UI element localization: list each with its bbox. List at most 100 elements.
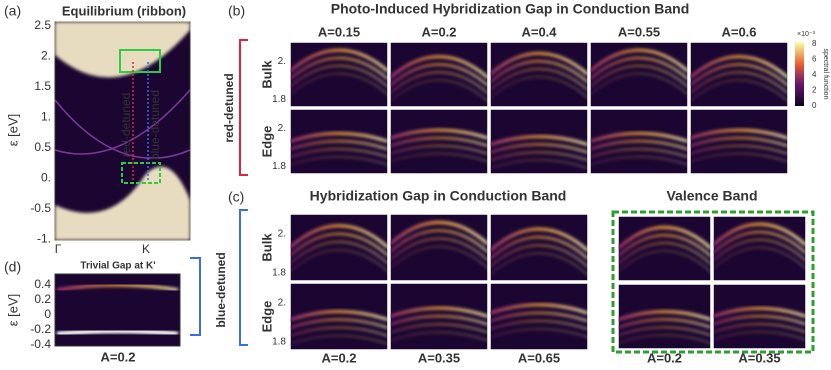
band — [290, 232, 388, 257]
band — [390, 144, 488, 155]
bands — [390, 221, 488, 269]
band — [490, 328, 588, 338]
highlight — [121, 162, 161, 184]
band — [490, 159, 588, 169]
band — [290, 131, 388, 143]
band — [390, 136, 488, 148]
band — [290, 326, 388, 337]
y-tick-label: 2. — [278, 229, 286, 240]
heatmap-bg — [617, 215, 712, 282]
heatmap — [489, 213, 589, 282]
bands — [618, 310, 711, 344]
bands — [490, 135, 588, 169]
band — [490, 227, 588, 252]
bands — [690, 55, 788, 102]
band — [590, 72, 688, 96]
colorbar-tick: 4 — [812, 70, 817, 79]
heatmap-bg — [289, 41, 389, 108]
band — [690, 128, 788, 140]
column-label: A=0.55 — [618, 24, 660, 39]
panel-label: (d) — [4, 259, 21, 275]
bracket — [239, 209, 248, 346]
y-tick-label: 2. — [278, 56, 286, 67]
bands — [590, 48, 688, 96]
heatmap — [689, 108, 789, 175]
highlight — [119, 49, 161, 73]
band — [690, 144, 788, 155]
band — [618, 226, 711, 250]
y-tick-label: 0.5 — [34, 140, 51, 154]
heatmap — [617, 215, 712, 282]
side-label: blue-detuned — [214, 252, 228, 327]
annotation: blue-detuned — [148, 90, 162, 160]
band — [713, 246, 806, 270]
band — [390, 221, 488, 246]
bands — [390, 306, 488, 342]
y-tick-label: -1. — [37, 232, 51, 246]
y-tick-label: 1.8 — [272, 94, 286, 105]
band — [390, 55, 488, 79]
row-label: Bulk — [259, 60, 274, 89]
row-label: Edge — [259, 301, 274, 333]
colorbar-scale: ×10⁻³ — [797, 31, 816, 38]
band — [390, 152, 488, 163]
band — [713, 322, 806, 334]
band — [490, 311, 588, 323]
bands — [490, 227, 588, 276]
row-label: Bulk — [259, 233, 274, 262]
band — [690, 71, 788, 95]
colorbar-tick: 8 — [812, 39, 817, 48]
bands — [290, 48, 388, 96]
band — [490, 76, 588, 99]
panel-title: Photo-Induced Hybridization Gap in Condu… — [331, 1, 690, 17]
x-axis-label: A=0.2 — [100, 349, 135, 364]
band — [56, 328, 179, 337]
colorbar-label: spectral function — [822, 49, 829, 100]
panel-title: Trivial Gap at K' — [80, 261, 155, 272]
band — [490, 303, 588, 315]
panel-label: (a) — [4, 3, 21, 19]
annotation: red-detuned — [119, 93, 133, 158]
band — [590, 156, 688, 166]
heatmap — [389, 282, 489, 351]
heatmap-bg — [589, 41, 689, 108]
band — [290, 318, 388, 330]
band — [690, 63, 788, 87]
y-tick-label: -0.2 — [30, 322, 51, 336]
band — [390, 314, 488, 326]
bands — [713, 306, 806, 341]
band — [390, 245, 488, 269]
band — [590, 48, 688, 73]
y-tick-label: 1.8 — [272, 268, 286, 279]
y-axis-label: ε [eV] — [5, 294, 20, 327]
band — [713, 314, 806, 326]
band — [390, 237, 488, 261]
column-label: A=0.4 — [521, 24, 557, 39]
bands — [618, 226, 711, 273]
valence-frame — [611, 210, 815, 354]
band — [290, 249, 388, 273]
heatmap — [712, 215, 807, 282]
band — [590, 139, 688, 151]
band — [618, 250, 711, 273]
band — [390, 71, 488, 95]
band — [590, 148, 688, 159]
band — [290, 240, 388, 265]
band — [490, 236, 588, 260]
y-axis-label: ε [eV] — [5, 114, 20, 147]
band — [618, 234, 711, 258]
band — [713, 306, 806, 318]
colorbar-tick: 0 — [812, 101, 817, 110]
y-tick-label: -0.4 — [30, 337, 51, 351]
band — [390, 323, 488, 334]
panel-title: Equilibrium (ribbon) — [62, 3, 186, 18]
column-label: A=0.6 — [721, 24, 756, 39]
band — [690, 79, 788, 102]
band — [390, 331, 488, 342]
band — [290, 156, 388, 166]
heatmap — [289, 108, 389, 175]
heatmap — [589, 41, 689, 108]
column-label: A=0.35 — [738, 350, 780, 365]
y-tick-label: 1.5 — [34, 79, 51, 93]
